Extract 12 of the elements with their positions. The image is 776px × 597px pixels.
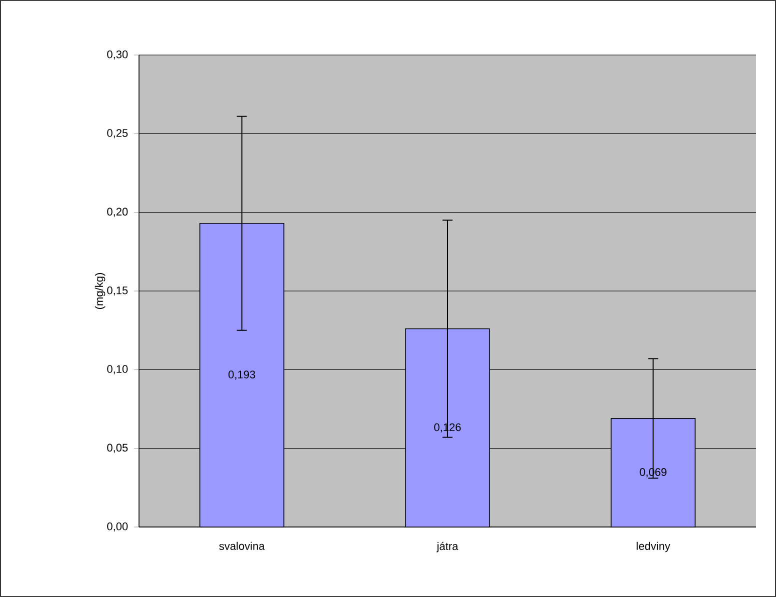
y-tick-label: 0,25 — [107, 129, 128, 138]
y-tick-label: 0,10 — [107, 365, 128, 374]
y-axis-title: (mg/kg) — [94, 273, 106, 309]
data-label: 0,193 — [228, 370, 256, 380]
y-tick-label: 0,15 — [107, 286, 128, 296]
x-tick-label: ledviny — [636, 542, 670, 552]
x-tick-label: svalovina — [219, 542, 265, 550]
y-tick-label: 0,00 — [107, 522, 128, 532]
x-tick-label: játra — [436, 542, 458, 552]
y-tick-label: 0,20 — [107, 208, 128, 217]
y-tick-label: 0,05 — [107, 444, 128, 453]
y-tick-label: 0,30 — [107, 50, 128, 60]
